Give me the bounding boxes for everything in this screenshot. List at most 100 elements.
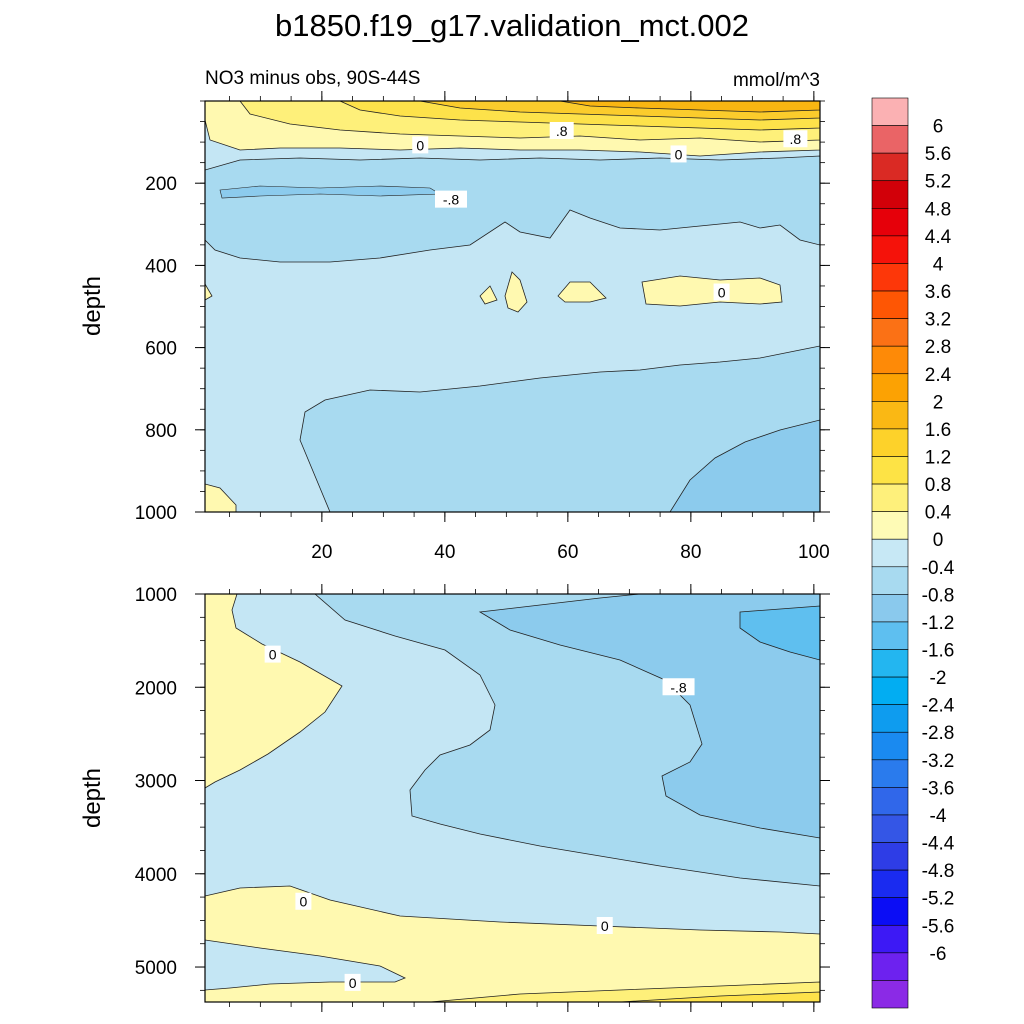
colorbar-swatch	[871, 842, 909, 871]
colorbar-label: 0.8	[925, 475, 951, 496]
colorbar-label: 5.6	[925, 144, 951, 165]
colorbar-swatch	[871, 731, 909, 761]
lower-fill-neg-16	[739, 605, 820, 661]
lower-y-tick-label: 1000	[135, 585, 177, 606]
upper-fill-neg-08-deep	[299, 345, 820, 512]
colorbar-label: -3.2	[922, 751, 955, 772]
upper-contour-label-bg	[783, 130, 808, 148]
colorbar-swatch	[871, 125, 909, 154]
colorbar-swatch	[871, 980, 909, 1009]
lower-contour-label-bg	[596, 916, 613, 934]
upper-fill-patch-3	[557, 281, 607, 303]
colorbar-label: -0.8	[922, 585, 955, 606]
colorbar: 6 5.6 5.2 4.8 4.4 4 3.6 3.2 2.8 2.4 2 1.6 1.2 0.8 0.4 0…	[871, 97, 955, 1009]
colorbar-label: -2.4	[922, 696, 955, 717]
figure-title: b1850.f19_g17.validation_mct.002	[275, 8, 749, 43]
upper-x-tick-label: 100	[798, 542, 830, 563]
lower-contour-labels: 0 -.8 0 0 0	[264, 645, 695, 991]
colorbar-swatch	[871, 180, 909, 209]
lower-y-tick-label: 2000	[135, 678, 177, 699]
colorbar-swatch	[871, 345, 909, 375]
lower-contour-label: 0	[349, 975, 357, 991]
lower-contour-label-bg	[295, 892, 312, 910]
lower-contour-label: 0	[269, 647, 277, 663]
upper-x-axis: 20 40 60 80 100	[229, 91, 830, 563]
upper-y-tick-label: 600	[145, 339, 177, 360]
lower-y-tick-label: 5000	[135, 958, 177, 979]
upper-fill-patch-2	[504, 271, 528, 313]
colorbar-swatch	[871, 152, 909, 182]
lower-panel: 1000 2000 3000 4000 5000 0 -.8 0 0 0 depth	[79, 584, 830, 1012]
colorbar-swatch	[871, 318, 909, 347]
colorbar-label: -0.4	[922, 558, 955, 579]
upper-y-tick-label: 800	[145, 421, 177, 442]
colorbar-label: 4.4	[925, 227, 952, 248]
upper-contour-labels: 0 .8 0 .8 -.8 0	[412, 122, 808, 301]
upper-y-tick-label: 1000	[135, 503, 177, 524]
colorbar-swatch	[871, 97, 909, 126]
colorbar-swatch	[871, 538, 909, 568]
upper-contour-label: 0	[416, 137, 424, 153]
upper-fill-neg-12-deep	[669, 419, 820, 512]
colorbar-swatch	[871, 869, 909, 898]
colorbar-label: -4	[930, 806, 947, 827]
colorbar-label: 4	[933, 254, 944, 275]
colorbar-label: -2	[930, 668, 947, 689]
upper-contour-label: .8	[556, 123, 568, 139]
upper-fill-patch-5	[205, 483, 237, 512]
colorbar-swatch	[871, 952, 909, 981]
upper-contour-label-bg	[412, 136, 429, 154]
subtitle-left: NO3 minus obs, 90S-44S	[205, 68, 420, 89]
colorbar-label: 0	[933, 530, 944, 551]
upper-contour-label: 0	[718, 285, 726, 301]
colorbar-label: 6	[933, 117, 944, 138]
upper-fill-pos-20	[559, 101, 820, 113]
colorbar-swatch	[871, 924, 909, 954]
colorbar-swatch	[871, 263, 909, 292]
colorbar-label: -5.6	[922, 916, 955, 937]
colorbar-label: -1.2	[922, 613, 955, 634]
upper-contour-label-bg	[713, 283, 730, 301]
colorbar-label: 2.4	[925, 365, 952, 386]
colorbar-swatch	[871, 208, 909, 237]
colorbar-label: 3.2	[925, 310, 951, 331]
colorbar-label: 2.8	[925, 337, 951, 358]
upper-x-tick-label: 20	[311, 542, 332, 563]
lower-y-axis-label: depth	[79, 768, 106, 828]
lower-y-axis: 1000 2000 3000 4000 5000	[135, 585, 830, 991]
colorbar-swatch	[871, 676, 909, 705]
upper-contour-label-bg	[549, 122, 574, 140]
lower-fill-pos-12-bottom	[619, 991, 820, 1002]
lower-x-axis	[229, 584, 815, 1012]
upper-contour-label: -.8	[443, 192, 460, 208]
upper-contour-label-bg	[435, 190, 467, 208]
colorbar-swatch	[871, 456, 909, 485]
colorbar-swatch	[871, 704, 909, 733]
colorbar-swatch	[871, 511, 909, 540]
upper-fill-patch-1	[479, 285, 498, 305]
lower-contour-label: -.8	[670, 679, 687, 695]
lower-contour-label-bg	[662, 678, 695, 696]
lower-contour-fills	[205, 594, 820, 1002]
subtitle-units: mmol/m^3	[733, 70, 820, 91]
upper-contour-fills	[205, 101, 820, 512]
lower-fill-neg-12	[478, 594, 820, 839]
upper-contour-label: .8	[790, 131, 802, 147]
colorbar-swatch	[871, 787, 909, 816]
upper-contour-label: 0	[675, 146, 683, 162]
upper-fill-patch-4	[641, 275, 783, 307]
colorbar-swatch	[871, 814, 909, 843]
upper-fill-patch-6	[205, 283, 213, 301]
lower-plot-frame	[204, 593, 821, 1003]
colorbar-label: 1.6	[925, 420, 951, 441]
lower-y-tick-label: 3000	[135, 772, 177, 793]
colorbar-label: 1.2	[925, 447, 951, 468]
colorbar-label: -4.4	[922, 834, 955, 855]
colorbar-swatch	[871, 566, 909, 595]
colorbar-swatch	[871, 649, 909, 678]
colorbar-swatch	[871, 290, 909, 319]
colorbar-label: -1.6	[922, 641, 955, 662]
lower-fill-pos-upper-left	[205, 594, 343, 789]
colorbar-swatch	[871, 594, 909, 623]
upper-x-tick-label: 80	[680, 542, 701, 563]
